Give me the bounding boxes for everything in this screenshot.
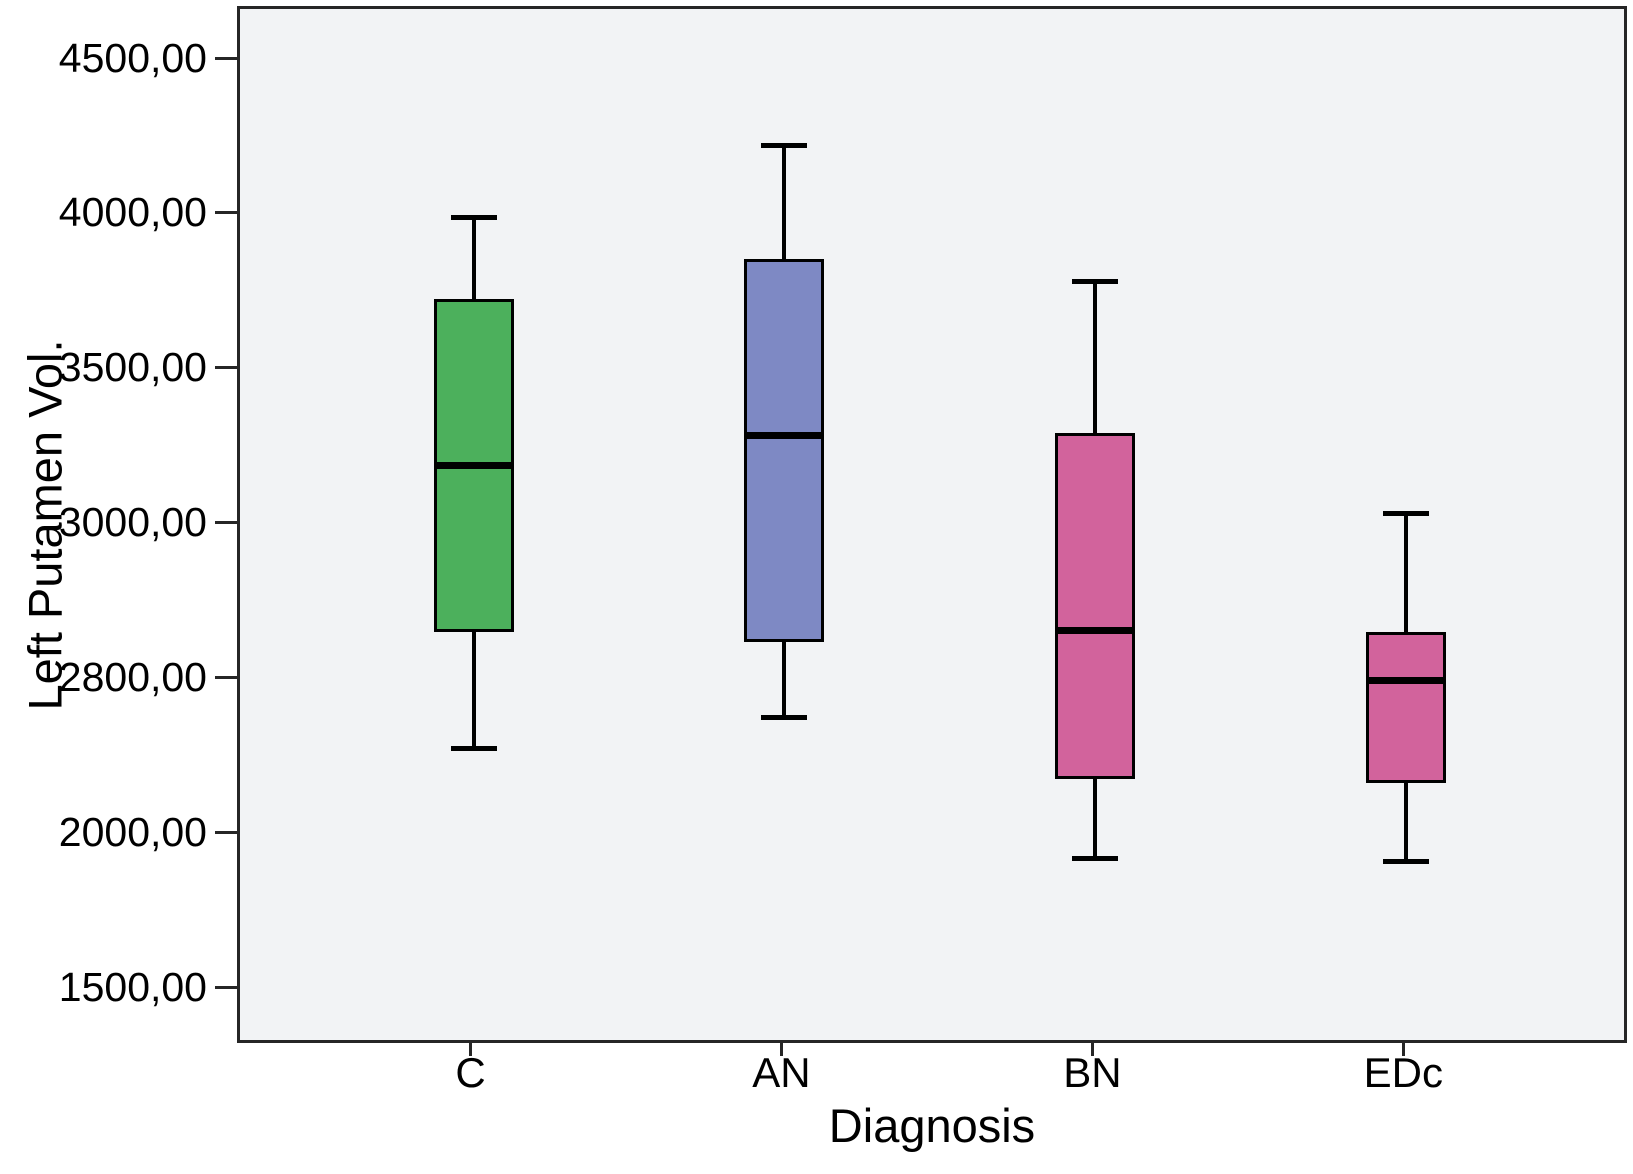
plot-area (237, 6, 1627, 1043)
box-whisker-cap-bottom (1072, 856, 1119, 862)
y-tick-label: 2000,00 (58, 808, 207, 855)
box-whisker-cap-bottom (450, 746, 497, 752)
box-whisker-cap-top (1072, 278, 1119, 284)
x-tick-mark (1401, 1043, 1405, 1056)
x-axis-title: Diagnosis (828, 1099, 1036, 1152)
box-median-line (1055, 627, 1136, 635)
box-body (744, 259, 825, 642)
y-tick-mark (215, 830, 237, 834)
y-tick-label: 3500,00 (58, 344, 207, 391)
x-category-label: AN (752, 1049, 811, 1096)
y-tick-mark (215, 675, 237, 679)
x-category-label: C (455, 1049, 486, 1096)
x-category-label: BN (1063, 1049, 1122, 1096)
box-median-line (744, 432, 825, 440)
box-median-line (1366, 676, 1447, 684)
y-tick-label: 4500,00 (58, 34, 207, 81)
y-tick-mark (215, 56, 237, 60)
box-whisker-cap-bottom (1383, 859, 1430, 865)
y-tick-mark (215, 366, 237, 370)
y-tick-label: 4000,00 (58, 189, 207, 236)
box-body (1055, 432, 1136, 780)
box-body (1366, 632, 1447, 783)
y-tick-label: 1500,00 (58, 963, 207, 1010)
box-whisker-cap-top (450, 215, 497, 221)
box-whisker-cap-top (1383, 511, 1430, 517)
x-tick-mark (1090, 1043, 1094, 1056)
x-tick-mark (469, 1043, 473, 1056)
y-tick-mark (215, 521, 237, 524)
box-whisker-cap-top (761, 142, 808, 148)
y-tick-label: 3000,00 (58, 499, 207, 545)
x-category-label: EDc (1363, 1049, 1444, 1096)
y-tick-label: 2800,00 (58, 653, 207, 700)
box-whisker-cap-bottom (761, 715, 808, 721)
x-tick-mark (779, 1043, 783, 1056)
y-tick-mark (215, 985, 237, 989)
y-tick-mark (215, 211, 237, 215)
box-median-line (433, 461, 514, 469)
